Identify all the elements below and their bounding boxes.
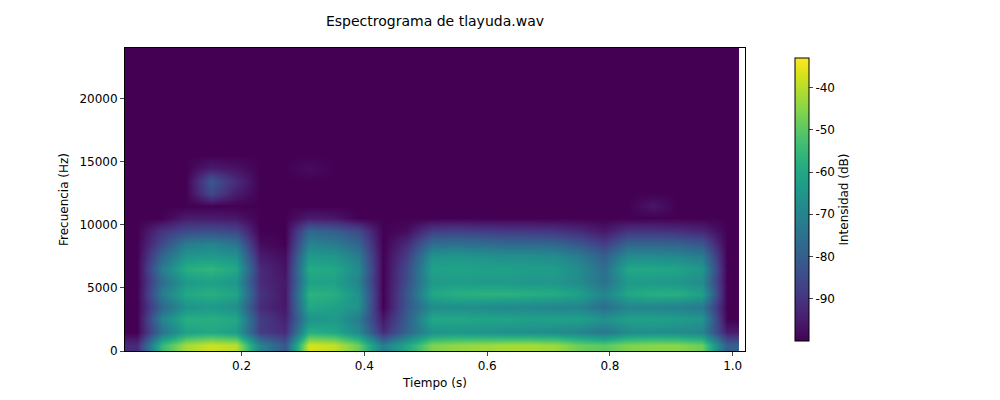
svg-text:Frecuencia (Hz): Frecuencia (Hz) [57,153,71,246]
svg-text:0.4: 0.4 [355,359,374,373]
svg-text:-80: -80 [815,250,835,264]
svg-text:-40: -40 [815,81,835,95]
svg-text:Intensidad (dB): Intensidad (dB) [837,153,851,245]
svg-text:5000: 5000 [87,281,118,295]
svg-text:-70: -70 [815,207,835,221]
svg-text:20000: 20000 [79,92,117,106]
svg-text:Espectrograma de tlayuda.wav: Espectrograma de tlayuda.wav [326,13,544,29]
svg-text:0.2: 0.2 [232,359,251,373]
svg-text:10000: 10000 [79,218,117,232]
svg-text:15000: 15000 [79,155,117,169]
svg-text:0: 0 [110,344,118,358]
svg-text:-60: -60 [815,165,835,179]
svg-text:-90: -90 [815,292,835,306]
svg-text:-50: -50 [815,123,835,137]
svg-text:0.6: 0.6 [478,359,497,373]
svg-text:0.8: 0.8 [600,359,619,373]
svg-text:1.0: 1.0 [723,359,742,373]
svg-text:Tiempo (s): Tiempo (s) [402,376,467,390]
